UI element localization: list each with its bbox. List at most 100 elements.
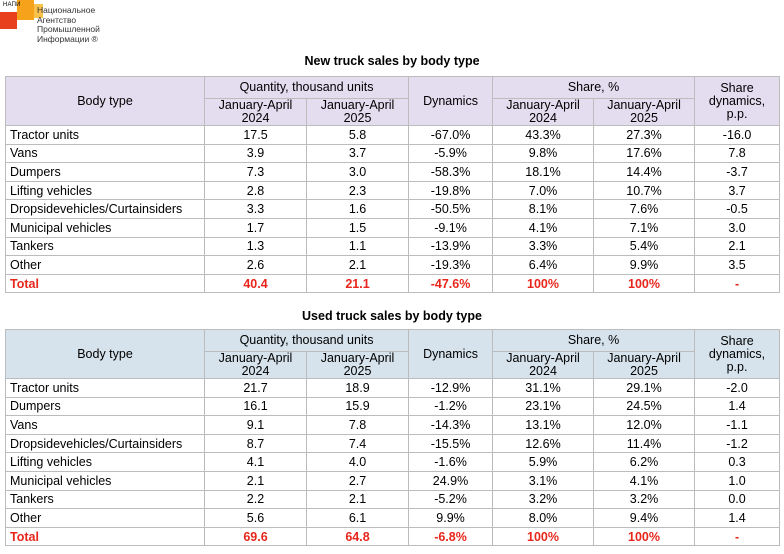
total-body-type-cell: Total [5, 526, 205, 547]
share-2024-cell: 7.0% [492, 180, 595, 201]
header-quantity: Quantity, thousand units [203, 76, 410, 99]
dynamics-cell: -5.2% [408, 489, 494, 510]
table-row: Tractor units 21.7 18.9 -12.9% 31.1% 29.1% -2.… [5, 378, 781, 398]
body-type-cell: Lifting vehicles [5, 180, 205, 201]
share-2025-cell: 7.6% [593, 199, 696, 219]
share-2025-cell: 7.1% [593, 217, 696, 238]
body-type-cell: Vans [5, 143, 205, 164]
qty-2025-cell: 2.7 [305, 470, 410, 491]
body-type-cell: Other [5, 508, 205, 528]
share-2025-cell: 12.0% [593, 415, 696, 435]
header-body-type: Body type [5, 329, 205, 379]
qty-2024-cell: 1.7 [204, 217, 307, 238]
qty-2024-cell: 5.6 [204, 508, 307, 528]
total-dynamics-cell: -47.6% [408, 273, 494, 294]
share-dynamics-cell: -0.5 [694, 199, 781, 219]
share-dynamics-cell: 0.0 [694, 489, 781, 510]
share-dynamics-cell: -3.7 [694, 162, 781, 182]
dynamics-cell: -9.1% [408, 217, 494, 238]
logo-square-red [0, 12, 17, 29]
total-share-2025-cell: 100% [593, 526, 696, 547]
header-quantity-period-2024: January-April 2024 [204, 98, 307, 126]
share-2025-cell: 5.4% [593, 236, 696, 257]
qty-2024-cell: 4.1 [204, 452, 307, 472]
qty-2024-cell: 1.3 [204, 236, 307, 257]
share-2024-cell: 23.1% [492, 396, 595, 417]
dynamics-cell: -13.9% [408, 236, 494, 257]
header-dynamics: Dynamics [408, 329, 494, 379]
share-2025-cell: 10.7% [593, 180, 696, 201]
table-row: Dumpers 16.1 15.9 -1.2% 23.1% 24.5% 1.4 [5, 396, 781, 417]
qty-2025-cell: 4.0 [305, 452, 410, 472]
dynamics-cell: -19.8% [408, 180, 494, 201]
header-share: Share, % [492, 76, 696, 99]
share-2025-cell: 4.1% [593, 470, 696, 491]
qty-2024-cell: 8.7 [204, 433, 307, 454]
table-row: Dropsidevehicles/Curtainsiders 8.7 7.4 -15.… [5, 433, 781, 454]
used-truck-sales-table: Body type Quantity, thousand units Dynam… [5, 329, 781, 547]
qty-2024-cell: 21.7 [204, 378, 307, 398]
qty-2024-cell: 3.9 [204, 143, 307, 164]
qty-2025-cell: 1.1 [305, 236, 410, 257]
table-row: Tankers 1.3 1.1 -13.9% 3.3% 5.4% 2.1 [5, 236, 781, 257]
table-row: Dropsidevehicles/Curtainsiders 3.3 1.6 -50.… [5, 199, 781, 219]
share-2025-cell: 17.6% [593, 143, 696, 164]
body-type-cell: Other [5, 255, 205, 275]
total-qty-2025-cell: 64.8 [305, 526, 410, 547]
table-row: Lifting vehicles 2.8 2.3 -19.8% 7.0% 10.7% 3.7 [5, 180, 781, 201]
share-2025-cell: 9.4% [593, 508, 696, 528]
share-dynamics-cell: -1.1 [694, 415, 781, 435]
total-body-type-cell: Total [5, 273, 205, 294]
logo-name-line: Промышленной [37, 24, 100, 34]
table-row: Vans 3.9 3.7 -5.9% 9.8% 17.6% 7.8 [5, 143, 781, 164]
table-row: Other 2.6 2.1 -19.3% 6.4% 9.9% 3.5 [5, 255, 781, 275]
table-row: Tankers 2.2 2.1 -5.2% 3.2% 3.2% 0.0 [5, 489, 781, 510]
total-row: Total 69.6 64.8 -6.8% 100% 100% - [5, 526, 781, 547]
logo-square-orange [17, 0, 34, 12]
share-dynamics-cell: 1.0 [694, 470, 781, 491]
header-share-period-2024: January-April 2024 [492, 351, 595, 379]
share-2024-cell: 5.9% [492, 452, 595, 472]
dynamics-cell: -14.3% [408, 415, 494, 435]
napi-logo: НАПИ Национальное Агентство Промышленной… [0, 0, 100, 54]
share-dynamics-cell: 7.8 [694, 143, 781, 164]
share-dynamics-cell: 2.1 [694, 236, 781, 257]
body-type-cell: Municipal vehicles [5, 217, 205, 238]
header-share: Share, % [492, 329, 696, 352]
share-2024-cell: 9.8% [492, 143, 595, 164]
qty-2025-cell: 6.1 [305, 508, 410, 528]
body-type-cell: Dropsidevehicles/Curtainsiders [5, 199, 205, 219]
qty-2025-cell: 1.5 [305, 217, 410, 238]
total-share-2024-cell: 100% [492, 526, 595, 547]
qty-2025-cell: 2.3 [305, 180, 410, 201]
logo-square-orange-lower [17, 12, 34, 20]
new-table-body: Tractor units 17.5 5.8 -67.0% 43.3% 27.3% -16.… [5, 125, 781, 294]
share-2024-cell: 4.1% [492, 217, 595, 238]
header-quantity-period-2025: January-April 2025 [305, 351, 410, 379]
dynamics-cell: 9.9% [408, 508, 494, 528]
share-2025-cell: 29.1% [593, 378, 696, 398]
table-row: Municipal vehicles 1.7 1.5 -9.1% 4.1% 7.1% 3.0 [5, 217, 781, 238]
share-2025-cell: 14.4% [593, 162, 696, 182]
total-qty-2024-cell: 40.4 [204, 273, 307, 294]
share-2024-cell: 13.1% [492, 415, 595, 435]
qty-2025-cell: 2.1 [305, 255, 410, 275]
total-qty-2024-cell: 69.6 [204, 526, 307, 547]
body-type-cell: Municipal vehicles [5, 470, 205, 491]
dynamics-cell: -12.9% [408, 378, 494, 398]
header-share-period-2024: January-April 2024 [492, 98, 595, 126]
header-body-type: Body type [5, 76, 205, 126]
share-dynamics-cell: 1.4 [694, 508, 781, 528]
share-2025-cell: 27.3% [593, 125, 696, 145]
logo-name-line: Национальное [37, 5, 96, 15]
share-2024-cell: 3.2% [492, 489, 595, 510]
qty-2025-cell: 15.9 [305, 396, 410, 417]
qty-2025-cell: 18.9 [305, 378, 410, 398]
body-type-cell: Vans [5, 415, 205, 435]
new-truck-table-title: New truck sales by body type [304, 54, 480, 68]
qty-2025-cell: 3.7 [305, 143, 410, 164]
share-dynamics-cell: 3.0 [694, 217, 781, 238]
dynamics-cell: -67.0% [408, 125, 494, 145]
qty-2025-cell: 2.1 [305, 489, 410, 510]
header-share-period-2025: January-April 2025 [593, 351, 696, 379]
